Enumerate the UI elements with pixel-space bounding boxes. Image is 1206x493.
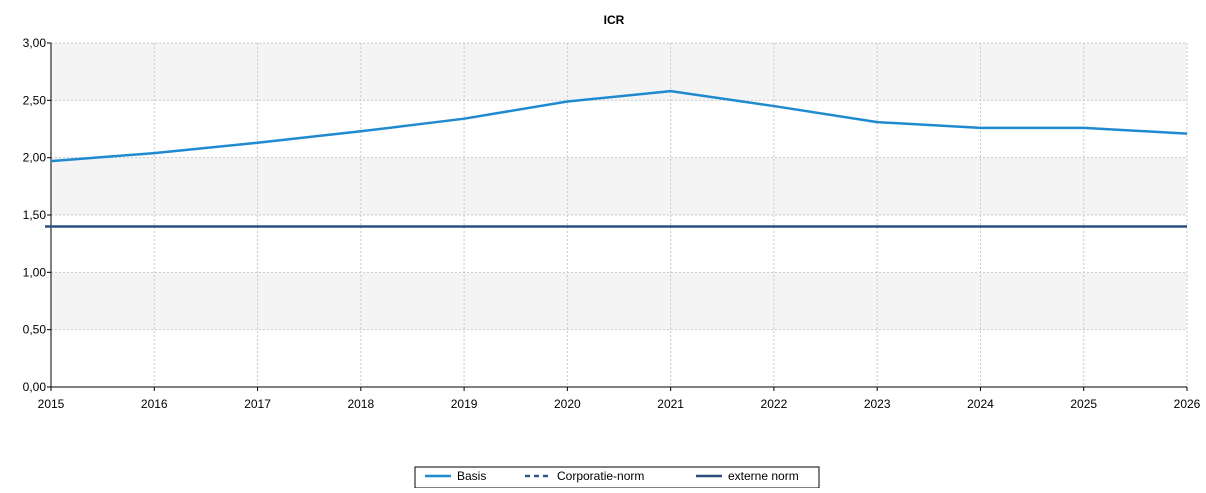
x-tick-label: 2024	[967, 397, 994, 411]
x-tick-label: 2018	[347, 397, 374, 411]
y-tick-label: 1,50	[23, 208, 47, 222]
y-tick-label: 0,50	[23, 323, 47, 337]
y-tick-label: 1,00	[23, 265, 47, 279]
plot-band	[51, 43, 1187, 101]
series-lines	[45, 89, 1188, 228]
plot-band	[51, 157, 1187, 215]
plot-background-bands	[51, 43, 1187, 387]
x-tick-label: 2026	[1174, 397, 1201, 411]
y-tick-label: 2,00	[23, 151, 47, 165]
grid-lines	[51, 42, 1188, 387]
x-axis-tick-labels: 2015 2016 2017 2018 2019 2020 2021 2022 2023 2024…	[38, 397, 1201, 411]
plot-band	[51, 272, 1187, 330]
x-tick-label: 2025	[1070, 397, 1097, 411]
legend: Basis Corporatie-norm externe norm	[414, 466, 820, 489]
x-tick-label: 2015	[38, 397, 65, 411]
chart-title: ICR	[604, 13, 625, 27]
legend-label: externe norm	[728, 469, 799, 483]
axes	[47, 42, 1188, 391]
x-tick-label: 2023	[864, 397, 891, 411]
x-tick-label: 2022	[761, 397, 788, 411]
plot-band	[51, 215, 1187, 273]
y-tick-label: 0,00	[23, 380, 47, 394]
y-tick-label: 3,00	[23, 36, 47, 50]
x-tick-label: 2016	[141, 397, 168, 411]
x-tick-label: 2017	[244, 397, 271, 411]
y-axis-tick-labels: 0,00 0,50 1,00 1,50 2,00 2,50 3,00	[23, 36, 47, 394]
y-tick-label: 2,50	[23, 93, 47, 107]
x-tick-label: 2021	[657, 397, 684, 411]
x-tick-label: 2020	[554, 397, 581, 411]
plot-band	[51, 329, 1187, 387]
series-line-basis	[50, 89, 1188, 163]
legend-label: Corporatie-norm	[557, 469, 644, 483]
x-tick-label: 2019	[451, 397, 478, 411]
legend-label: Basis	[457, 469, 486, 483]
